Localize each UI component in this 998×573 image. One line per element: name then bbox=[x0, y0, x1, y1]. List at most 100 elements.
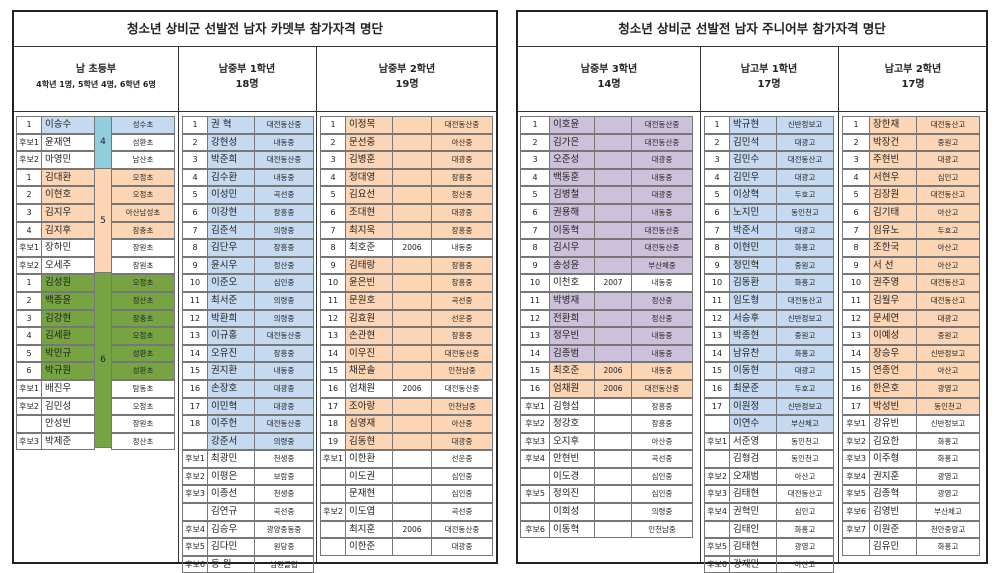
table-row: 1 이정목 대전동산중 bbox=[320, 116, 493, 134]
school-name: 남원클럽 bbox=[254, 555, 314, 573]
school-name: 두호고 bbox=[916, 221, 980, 240]
player-name: 김다민 bbox=[207, 538, 255, 556]
cadet-roster-title: 청소년 상비군 선발전 남자 카뎃부 참가자격 명단 bbox=[14, 12, 496, 47]
table-row: 3 김지우 bbox=[16, 203, 95, 222]
table-row: 후보3 오지후 아산중 bbox=[520, 432, 693, 451]
rank-cell: 15 bbox=[842, 362, 870, 380]
table-row: 후보2 오재범 아산고 bbox=[704, 467, 834, 486]
rank-cell: 후보1 bbox=[16, 133, 42, 152]
birth-year-cell bbox=[594, 256, 632, 275]
player-name: 이도권 bbox=[345, 467, 393, 486]
player-name: 권 혁 bbox=[207, 116, 255, 134]
table-row: 후보4 권혁민 심인고 bbox=[704, 503, 834, 521]
player-name: 이규홍 bbox=[207, 327, 255, 345]
table-row: 문재현 심인중 bbox=[320, 485, 493, 504]
table-row: 아산남성초 bbox=[111, 203, 175, 222]
table-row: 후보1 강유빈 신반정보고 bbox=[842, 415, 980, 433]
header-middle-2-count: 19명 bbox=[395, 79, 419, 90]
player-name: 남유찬 bbox=[729, 344, 777, 363]
rank-cell: 8 bbox=[320, 239, 346, 257]
school-name: 대광중 bbox=[631, 186, 693, 204]
table-row: 후보1 김형섭 장흥중 bbox=[520, 397, 693, 416]
rank-cell: 11 bbox=[842, 291, 870, 310]
school-name: 내동중 bbox=[254, 133, 314, 152]
table-row: 2 김가은 대전동산중 bbox=[520, 133, 693, 152]
rank-cell: 5 bbox=[842, 186, 870, 204]
rank-cell: 후보1 bbox=[16, 239, 42, 257]
player-name: 이평은 bbox=[207, 467, 255, 486]
rank-cell: 9 bbox=[520, 256, 550, 275]
table-row: 11 문원호 곡선중 bbox=[320, 291, 493, 310]
junior-roster-title: 청소년 상비군 선발전 남자 주니어부 참가자격 명단 bbox=[518, 12, 986, 47]
rank-cell bbox=[320, 538, 346, 556]
school-name: 광영고 bbox=[916, 485, 980, 504]
table-row: 4 김민우 대광고 bbox=[704, 168, 834, 187]
table-row: 후보2 오세주 bbox=[16, 256, 95, 275]
rank-cell: 후보2 bbox=[16, 256, 42, 275]
player-name: 김동환 bbox=[729, 274, 777, 292]
player-name: 장승우 bbox=[869, 344, 917, 363]
school-name: 두호고 bbox=[776, 379, 834, 398]
rank-cell: 5 bbox=[182, 186, 208, 204]
player-name: 이강현 bbox=[207, 203, 255, 222]
rank-cell: 17 bbox=[842, 397, 870, 416]
table-row: 17 이민혁 대광중 bbox=[182, 397, 314, 416]
school-name: 아산고 bbox=[916, 362, 980, 380]
table-row: 14 이우진 대전동산중 bbox=[320, 344, 493, 363]
table-row: 7 김준석 의령중 bbox=[182, 221, 314, 240]
school-name: 대전동산중 bbox=[254, 116, 314, 134]
rank-cell bbox=[16, 415, 42, 433]
table-row: 2 문선중 아산중 bbox=[320, 133, 493, 152]
player-name: 김요한 bbox=[869, 432, 917, 451]
school-name: 대전동산고 bbox=[776, 485, 834, 504]
player-name: 김성원 bbox=[41, 274, 95, 292]
table-row: 1 김대환 bbox=[16, 168, 95, 187]
school-name: 정산중 bbox=[431, 186, 493, 204]
birth-year-cell bbox=[594, 450, 632, 468]
school-name: 선운중 bbox=[431, 309, 493, 328]
school-name: 오정초 bbox=[111, 168, 175, 187]
table-row: 3 주현빈 대광고 bbox=[842, 151, 980, 169]
table-row: 후보6 김영빈 부산체고 bbox=[842, 503, 980, 521]
grade-group-cell: 6 bbox=[94, 272, 112, 449]
table-row: 10 이준오 심인중 bbox=[182, 274, 314, 292]
table-row: 후보5 김종혁 광영고 bbox=[842, 485, 980, 504]
school-name: 심인중 bbox=[431, 485, 493, 504]
birth-year-cell bbox=[392, 309, 432, 328]
school-name: 장원초 bbox=[111, 239, 175, 257]
player-name: 심영재 bbox=[345, 415, 393, 433]
table-row: 12 문세연 대광고 bbox=[842, 309, 980, 328]
table-row: 11 최서준 의령중 bbox=[182, 291, 314, 310]
school-name: 동인천고 bbox=[776, 432, 834, 451]
rank-cell: 후보1 bbox=[182, 450, 208, 468]
table-row: 10 이천호 2007 내동중 bbox=[520, 274, 693, 292]
player-name: 이연수 bbox=[729, 415, 777, 433]
table-row: 17 이원정 신반정보고 bbox=[704, 397, 834, 416]
rank-cell: 8 bbox=[520, 239, 550, 257]
player-name: 손관현 bbox=[345, 327, 393, 345]
player-name: 채문솔 bbox=[345, 362, 393, 380]
player-name: 서준영 bbox=[729, 432, 777, 451]
school-name: 장흥중 bbox=[431, 221, 493, 240]
table-row: 10 권주영 대전동산고 bbox=[842, 274, 980, 292]
table-row: 이한준 대광중 bbox=[320, 538, 493, 556]
divider bbox=[838, 46, 839, 562]
school-name: 아산남성초 bbox=[111, 203, 175, 222]
player-name: 엄채원 bbox=[345, 379, 393, 398]
player-name: 박성빈 bbox=[869, 397, 917, 416]
player-name: 정우빈 bbox=[549, 327, 595, 345]
school-name: 선운중 bbox=[431, 450, 493, 468]
table-row: 14 남유찬 화홍고 bbox=[704, 344, 834, 363]
school-name: 아산고 bbox=[916, 239, 980, 257]
school-name: 동인천고 bbox=[776, 203, 834, 222]
table-row: 정산초 bbox=[111, 432, 175, 451]
school-name: 동인천고 bbox=[916, 397, 980, 416]
rank-cell: 1 bbox=[704, 116, 730, 134]
rank-cell bbox=[520, 503, 550, 521]
player-name: 이정목 bbox=[345, 116, 393, 134]
table-row: 10 윤은빈 장흥중 bbox=[320, 274, 493, 292]
school-name: 동인천고 bbox=[776, 450, 834, 468]
rank-cell: 16 bbox=[520, 379, 550, 398]
rank-cell: 1 bbox=[16, 168, 42, 187]
